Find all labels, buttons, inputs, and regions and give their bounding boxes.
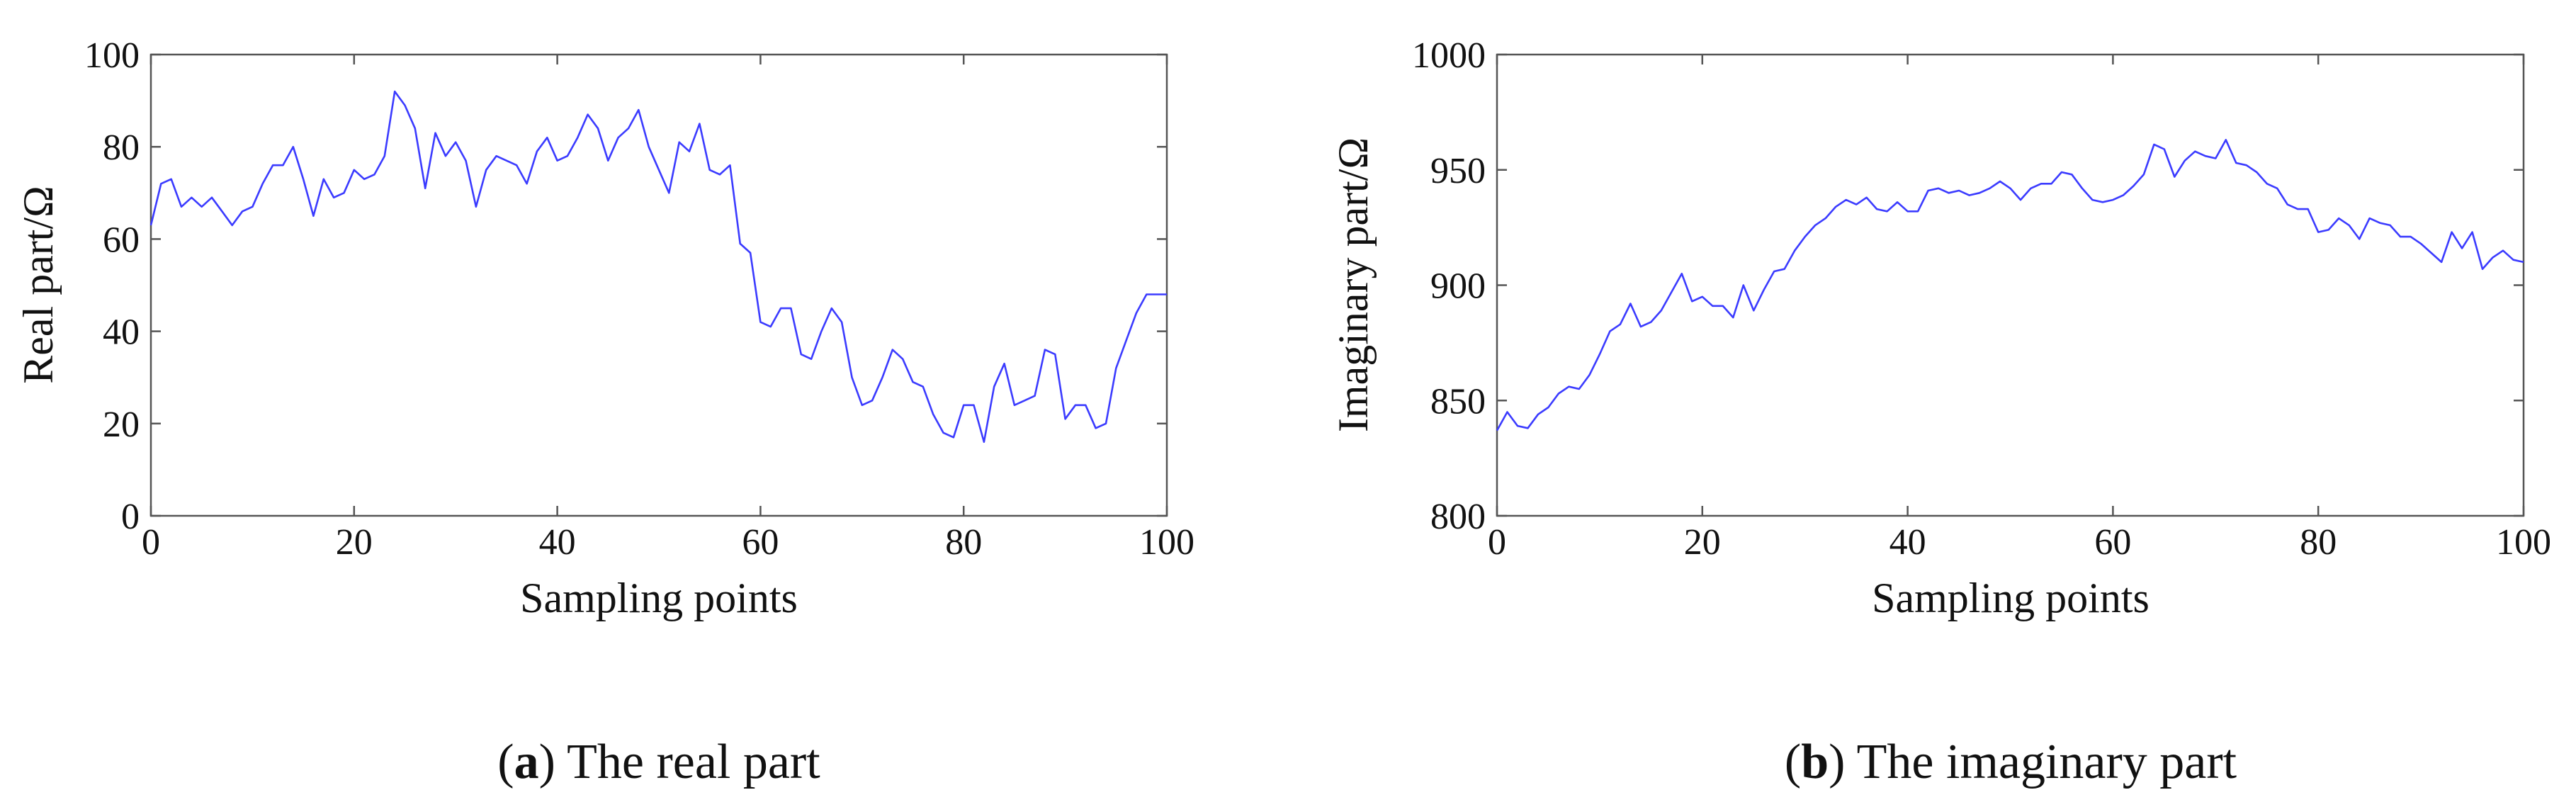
y-tick-label: 1000 <box>1412 35 1486 76</box>
y-axis-label: Imaginary part/Ω <box>1330 137 1377 432</box>
x-tick-label: 100 <box>1139 522 1194 563</box>
y-tick-label: 80 <box>103 128 140 168</box>
x-axis-label: Sampling points <box>1872 575 2150 621</box>
x-tick-label: 20 <box>1684 522 1721 563</box>
x-tick-label: 80 <box>2300 522 2337 563</box>
caption: (b) The imaginary part <box>1785 735 2237 789</box>
axis-ticks <box>1496 53 2525 517</box>
axis-ticks <box>149 53 1168 517</box>
chart-panel-imaginary: 0 20 40 60 80 100 800 850 900 950 1000 Sampling po… <box>1330 35 2551 789</box>
chart-panel-real: 0 20 40 60 80 100 0 20 40 60 80 100 Sampling points… <box>15 35 1194 789</box>
caption: (a) The real part <box>497 735 820 789</box>
x-tick-label: 40 <box>1889 522 1926 563</box>
series-line <box>1496 139 2524 431</box>
caption-letter: b <box>1801 735 1829 789</box>
caption-text: The imaginary part <box>1857 735 2237 789</box>
plot-frame <box>1496 53 2525 517</box>
y-tick-label: 20 <box>103 405 140 445</box>
x-tick-label: 80 <box>945 522 982 563</box>
x-tick-label: 40 <box>539 522 576 563</box>
y-tick-label: 950 <box>1430 151 1486 191</box>
x-tick-label: 60 <box>742 522 779 563</box>
x-tick-label: 20 <box>336 522 373 563</box>
y-tick-label: 900 <box>1430 266 1486 307</box>
x-tick-label: 100 <box>2496 522 2551 563</box>
y-tick-label: 850 <box>1430 381 1486 422</box>
y-tick-label: 60 <box>103 220 140 260</box>
plot-frame <box>149 53 1168 517</box>
y-tick-label: 100 <box>84 35 140 76</box>
y-axis-label: Real part/Ω <box>15 186 62 384</box>
x-tick-label: 0 <box>142 522 160 563</box>
y-tick-label: 0 <box>121 497 140 537</box>
y-tick-label: 40 <box>103 312 140 353</box>
caption-text: The real part <box>567 735 820 789</box>
tick-labels: 0 20 40 60 80 100 0 20 40 60 80 100 <box>84 35 1194 563</box>
x-tick-label: 0 <box>1488 522 1506 563</box>
y-tick-label: 800 <box>1430 497 1486 537</box>
series-line <box>149 90 1167 444</box>
caption-letter: a <box>514 735 539 789</box>
x-tick-label: 60 <box>2094 522 2131 563</box>
x-axis-label: Sampling points <box>520 575 798 621</box>
tick-labels: 0 20 40 60 80 100 800 850 900 950 1000 <box>1412 35 2551 563</box>
